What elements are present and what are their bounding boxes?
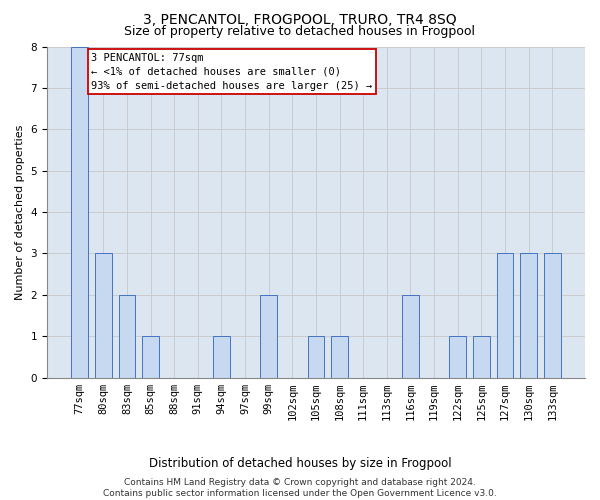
Bar <box>520 254 537 378</box>
Text: 3, PENCANTOL, FROGPOOL, TRURO, TR4 8SQ: 3, PENCANTOL, FROGPOOL, TRURO, TR4 8SQ <box>143 12 457 26</box>
Text: 3 PENCANTOL: 77sqm
← <1% of detached houses are smaller (0)
93% of semi-detached: 3 PENCANTOL: 77sqm ← <1% of detached hou… <box>91 52 373 90</box>
Text: Size of property relative to detached houses in Frogpool: Size of property relative to detached ho… <box>125 25 476 38</box>
Y-axis label: Number of detached properties: Number of detached properties <box>15 124 25 300</box>
Bar <box>119 295 135 378</box>
Bar <box>544 254 560 378</box>
Bar <box>449 336 466 378</box>
Bar <box>213 336 230 378</box>
Bar <box>497 254 513 378</box>
Bar <box>402 295 419 378</box>
Bar <box>308 336 324 378</box>
Bar <box>473 336 490 378</box>
Bar <box>260 295 277 378</box>
Text: Contains HM Land Registry data © Crown copyright and database right 2024.
Contai: Contains HM Land Registry data © Crown c… <box>103 478 497 498</box>
Bar <box>95 254 112 378</box>
Bar <box>331 336 348 378</box>
Bar <box>142 336 159 378</box>
Bar <box>71 46 88 378</box>
Text: Distribution of detached houses by size in Frogpool: Distribution of detached houses by size … <box>149 458 451 470</box>
